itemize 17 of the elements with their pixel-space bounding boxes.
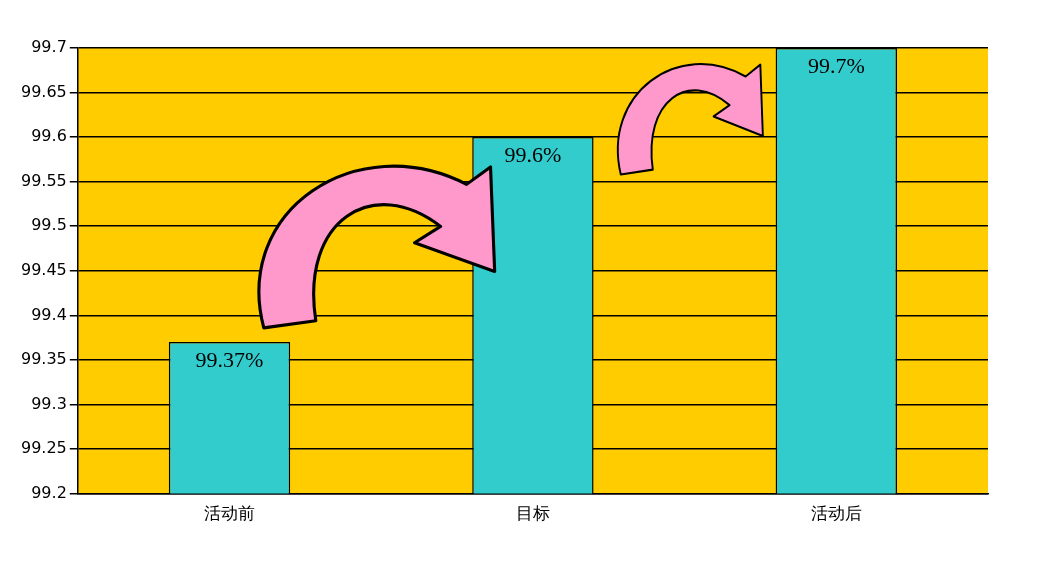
y-tick-label: 99.7 [31,37,67,57]
y-tick-label: 99.45 [20,259,67,279]
y-tick-label: 99.2 [31,482,67,502]
x-tick-label: 活动前 [204,503,255,524]
y-tick-label: 99.25 [20,438,67,458]
x-tick-label: 目标 [515,503,550,524]
y-tick-label: 99.65 [20,81,67,101]
x-tick-label: 活动后 [810,503,862,524]
data-label: 99.37% [195,346,264,372]
y-tick-label: 99.6 [31,126,67,146]
y-tick-label: 99.5 [31,215,67,235]
y-tick-label: 99.55 [20,170,67,190]
data-label: 99.7% [807,52,865,78]
y-tick-label: 99.35 [20,349,67,369]
y-tick-label: 99.3 [31,393,67,413]
data-label: 99.6% [504,141,562,167]
y-tick-label: 99.4 [31,304,67,324]
